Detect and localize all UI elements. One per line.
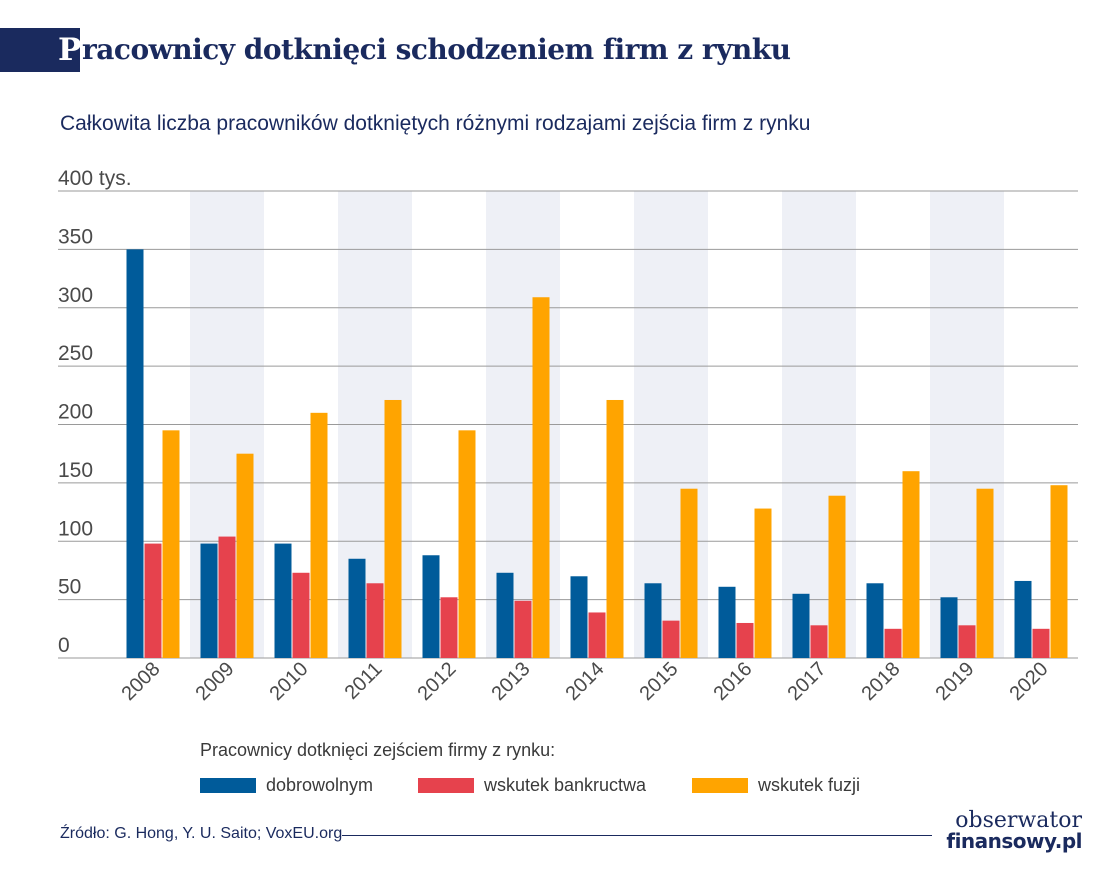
bar [662,620,680,658]
bar [902,471,920,658]
bar [366,583,384,658]
bar [736,622,754,658]
bar [144,543,162,658]
x-tick-label: 2012 [414,658,461,705]
legend-item: dobrowolnym [200,773,373,797]
bar [884,628,902,658]
bar [1032,628,1050,658]
y-tick-label: 350 [58,225,93,248]
x-tick-label: 2016 [710,658,757,705]
y-tick-label: 300 [58,284,93,307]
x-tick-label: 2008 [118,658,165,705]
bar [866,583,884,658]
bar [292,572,310,658]
title-accent-bar [0,28,80,72]
bar [792,593,810,658]
legend-item: wskutek fuzji [692,773,860,797]
legend-label: wskutek fuzji [758,774,861,795]
x-tick-label: 2013 [488,658,535,705]
bar [754,508,772,658]
bar [1050,485,1068,658]
y-tick-label: 150 [58,459,93,482]
legend-label: wskutek bankructwa [484,774,647,795]
legend-label: dobrowolnym [266,774,374,795]
bar [348,558,366,658]
bar [1014,580,1032,658]
bar [532,297,550,658]
y-tick-label: 50 [58,576,81,599]
bar [940,597,958,658]
bar [458,430,476,658]
bar [570,576,588,658]
x-tick-label: 2014 [562,658,609,705]
y-tick-label: 400 tys. [58,167,132,190]
bar [680,488,698,658]
legend-title: Pracownicy dotknięci zejściem firmy z ry… [200,740,556,760]
y-tick-label: 200 [58,401,93,424]
logo-text-top: obserwator [955,808,1082,833]
bar [606,399,624,658]
bar [440,597,458,658]
logo-text-bottom: finansowy.pl [946,828,1082,853]
bar [310,412,328,658]
x-tick-label: 2015 [636,658,683,705]
x-tick-label: 2010 [266,658,313,705]
y-tick-label: 0 [58,634,70,657]
bar [718,586,736,658]
bar [976,488,994,658]
y-tick-label: 100 [58,517,93,540]
bar [422,555,440,658]
bar [200,543,218,658]
brand-logo: obserwator finansowy.pl [946,808,1082,853]
bar [162,430,180,658]
x-tick-label: 2020 [1006,658,1053,705]
bar [514,600,532,658]
legend-swatch [200,777,256,793]
bar [126,249,144,658]
x-tick-label: 2009 [192,658,239,705]
source-note: Źródło: G. Hong, Y. U. Saito; VoxEU.org [60,825,343,842]
bar [236,453,254,658]
x-tick-label: 2011 [341,658,387,704]
legend-swatch [692,777,748,793]
x-tick-label: 2019 [932,658,979,705]
chart-subtitle: Całkowita liczba pracowników dotkniętych… [60,112,811,135]
bar [588,612,606,658]
legend-item: wskutek bankructwa [418,773,646,797]
bar [828,495,846,658]
bar [496,572,514,658]
title-initial: P [58,32,82,68]
x-tick-label: 2017 [784,658,831,705]
bar [958,625,976,658]
page-title: racownicy dotknięci schodzeniem firm z r… [82,33,791,66]
bar [810,625,828,658]
source-divider [342,835,932,836]
bar [218,536,236,658]
legend-swatch [418,777,474,793]
x-tick-label: 2018 [858,658,905,705]
bar [274,543,292,658]
bar [644,583,662,658]
y-tick-label: 250 [58,342,93,365]
bar [384,399,402,658]
